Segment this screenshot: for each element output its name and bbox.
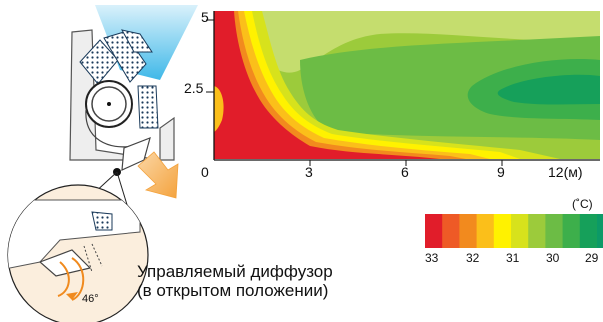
legend-swatches: [425, 214, 603, 248]
legend-unit: (˚C): [572, 197, 593, 211]
zoom-vane: [91, 211, 113, 231]
legend-label-30: 30: [546, 251, 560, 265]
legend-swatch: [476, 214, 495, 248]
temperature-legend: (˚C) 33 32 31 30 29: [425, 197, 603, 265]
heat-exchanger-mid: [103, 31, 147, 83]
heat-exchanger-right: [137, 85, 159, 129]
legend-label-33: 33: [425, 251, 439, 265]
legend-swatch: [545, 214, 563, 248]
y-tick-label-2-5: 2.5: [184, 80, 204, 96]
angle-label: 46°: [82, 293, 99, 305]
legend-label-31: 31: [506, 251, 520, 265]
temperature-heatmap: 5 2.5 0 3 6 9 12(м): [184, 9, 600, 180]
x-tick-label-6: 6: [401, 164, 409, 180]
legend-swatch: [493, 214, 512, 248]
zoom-angle-arc: [57, 261, 70, 297]
legend-swatch: [562, 214, 581, 248]
warm-air-arrow: [137, 151, 179, 199]
heat-exchanger-top: [121, 29, 153, 53]
x-tick-label-9: 9: [497, 164, 505, 180]
zoom-leader-right: [116, 171, 129, 209]
y-tick-label-5: 5: [201, 9, 209, 25]
zoom-angle-arrowhead: [66, 292, 78, 300]
legend-swatch: [511, 214, 529, 248]
legend-swatch: [528, 214, 546, 248]
x-tick-label-12: 12(м): [548, 164, 583, 180]
zoom-flap-open: [38, 249, 92, 277]
legend-label-29: 29: [585, 251, 599, 265]
diffuser-flap: [121, 137, 151, 171]
caption-line-2: (в открытом положении): [137, 281, 328, 300]
zoom-angle-arrow: [71, 257, 85, 301]
x-tick-label-3: 3: [305, 164, 313, 180]
legend-swatch: [442, 214, 460, 248]
legend-swatch: [425, 214, 443, 248]
diffuser-zoom-circle: 46°: [7, 184, 149, 322]
x-tick-label-0: 0: [201, 164, 209, 180]
fan-center: [107, 102, 111, 106]
zoom-flow-dashes: [83, 243, 103, 273]
legend-swatch: [459, 214, 477, 248]
legend-swatch: [579, 214, 598, 248]
air-conditioner-illustration: [69, 5, 198, 209]
legend-swatch: [597, 214, 603, 248]
legend-label-32: 32: [466, 251, 480, 265]
caption-line-1: Управляемый диффузор: [137, 262, 333, 281]
